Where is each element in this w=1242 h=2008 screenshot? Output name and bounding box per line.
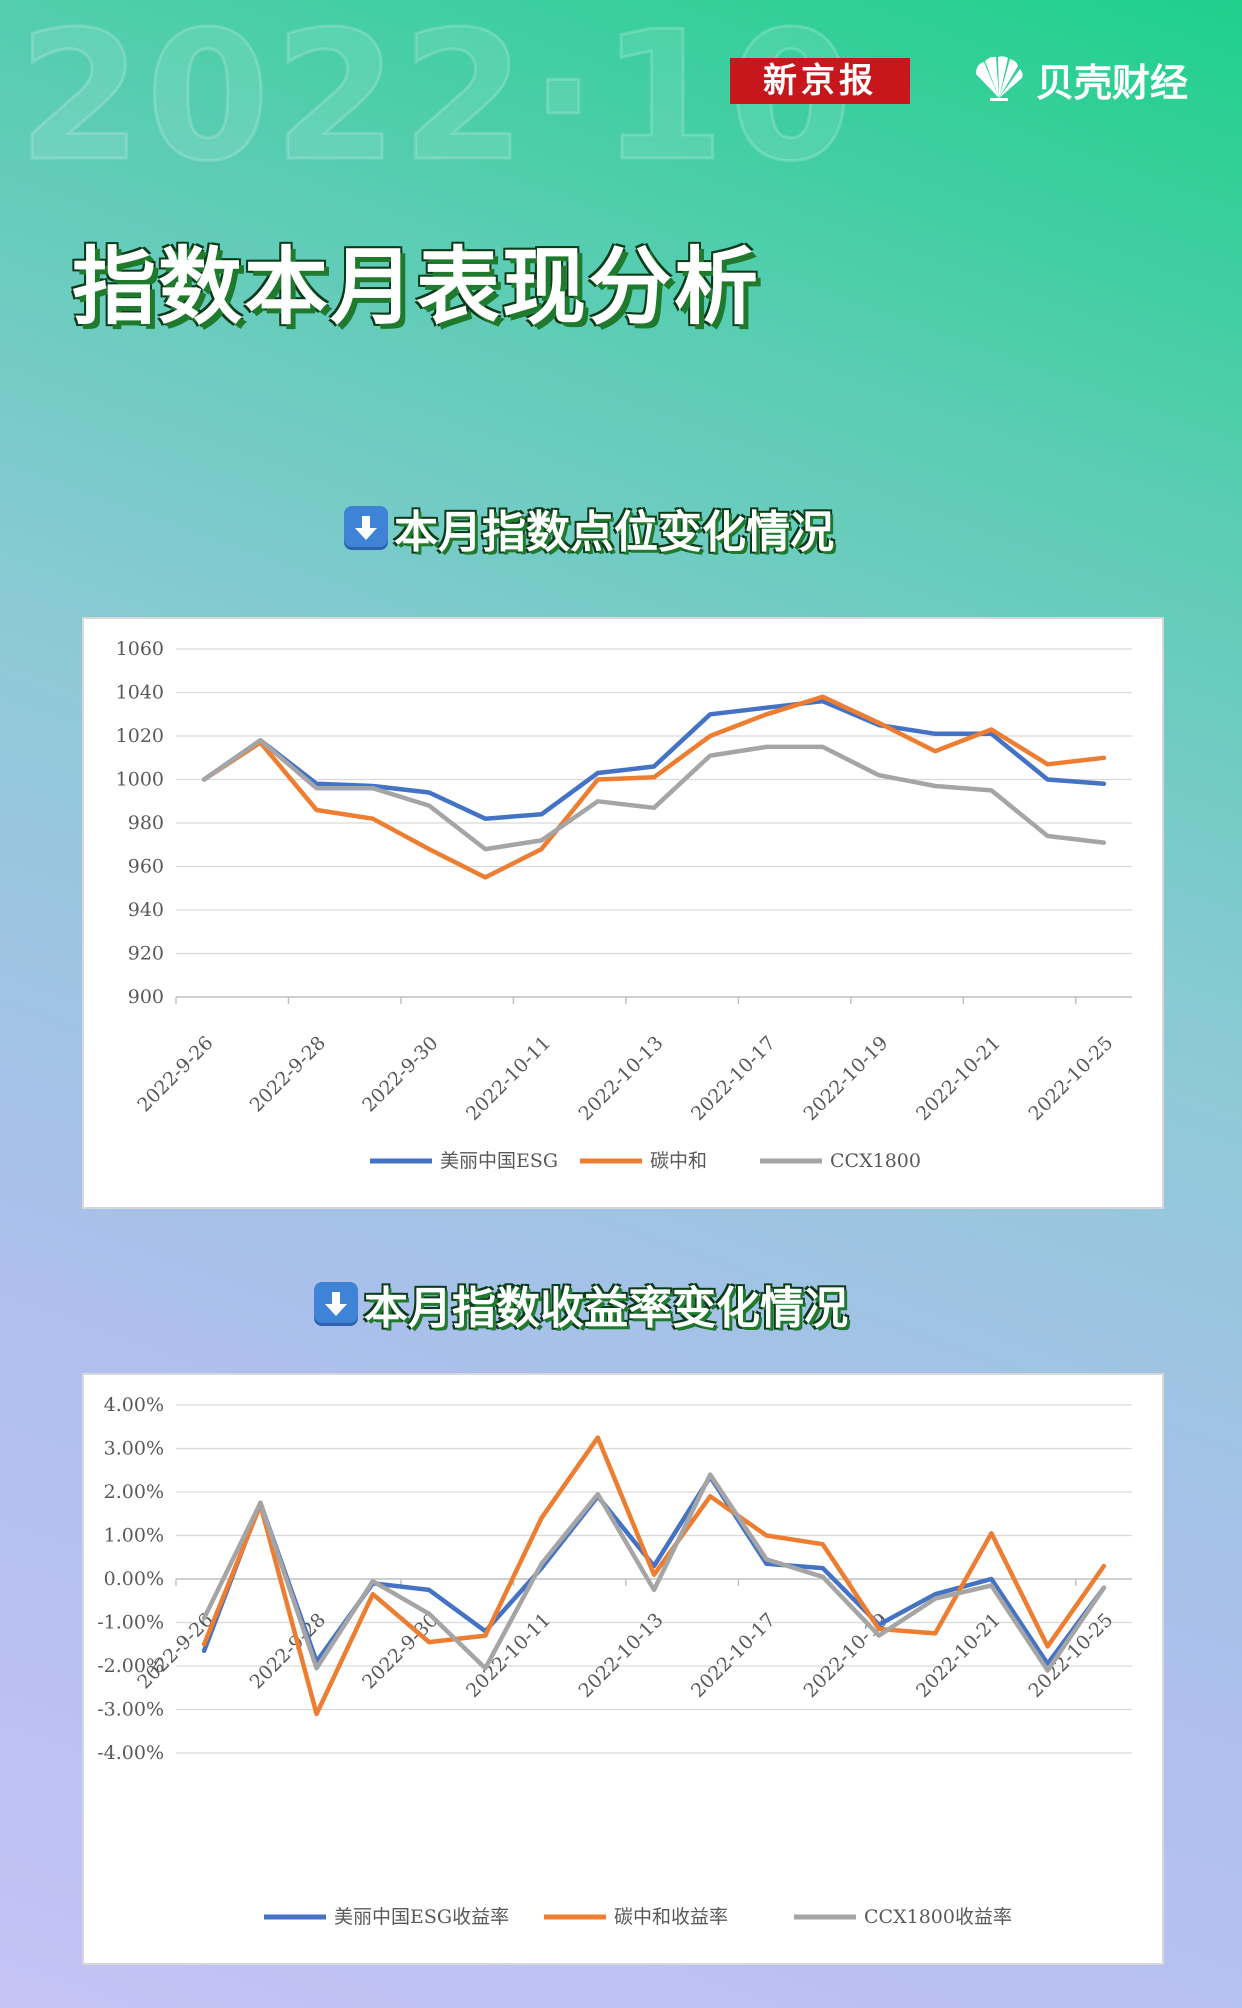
- x-tick-label: 2022-10-19: [799, 1032, 892, 1125]
- section-title-points-label: 本月指数点位变化情况: [394, 507, 834, 558]
- y-tick-label: 920: [128, 943, 164, 965]
- y-tick-label: 4.00%: [104, 1394, 164, 1416]
- x-tick-label: 2022-9-30: [358, 1609, 442, 1693]
- points-line-chart: 1060 1040 1020 1000 980 960 940 920 900 2022-9-26…: [116, 638, 1132, 1172]
- y-tick-label: -3.00%: [97, 1699, 164, 1721]
- xinjingbao-logo: 新京报: [730, 58, 910, 104]
- beike-label: 贝壳财经: [1036, 60, 1189, 105]
- legend-label-2: 碳中和收益率: [614, 1906, 728, 1928]
- y-tick-label: -1.00%: [97, 1612, 164, 1634]
- y-tick-label: 1.00%: [104, 1525, 164, 1547]
- legend-label-2: 碳中和: [650, 1150, 707, 1172]
- legend-label-1: 美丽中国ESG: [440, 1150, 558, 1172]
- y-tick-label: 1040: [116, 682, 164, 704]
- x-tick-label: 2022-9-26: [133, 1032, 217, 1116]
- series-line-2: [201, 694, 1107, 880]
- legend-label-1: 美丽中国ESG收益率: [334, 1906, 509, 1928]
- y-tick-label: 1060: [116, 638, 164, 660]
- shell-icon: [976, 56, 1023, 101]
- x-tick-label: 2022-10-13: [575, 1032, 668, 1125]
- y-tick-label: 980: [128, 812, 164, 834]
- x-tick-label: 2022-10-21: [912, 1032, 1005, 1125]
- down-arrow-icon: [344, 506, 388, 550]
- chart-card-points: 1060 1040 1020 1000 980 960 940 920 900 2022-9-26…: [82, 617, 1164, 1209]
- y-tick-label: 960: [128, 856, 164, 878]
- y-tick-label: 940: [128, 899, 164, 921]
- series-line-1: [201, 698, 1107, 821]
- y-tick-label: 2.00%: [104, 1481, 164, 1503]
- y-tick-label: 1000: [116, 769, 164, 791]
- x-tick-label: 2022-9-30: [358, 1032, 442, 1116]
- x-tick-label: 2022-10-25: [1024, 1032, 1117, 1125]
- y-tick-label: 0.00%: [104, 1568, 164, 1590]
- legend-label-3: CCX1800: [830, 1150, 921, 1172]
- section-title-returns: 本月指数收益率变化情况: [314, 1272, 848, 1336]
- beike-logo: 贝壳财经: [970, 50, 1188, 108]
- y-tick-label: 3.00%: [104, 1438, 164, 1460]
- legend-label-3: CCX1800收益率: [864, 1906, 1012, 1928]
- y-tick-label: -4.00%: [97, 1742, 164, 1764]
- series-line-3: [201, 738, 1107, 852]
- series-line-2: [201, 1435, 1107, 1717]
- section-title-points: 本月指数点位变化情况: [344, 496, 834, 560]
- series-line-3: [201, 1472, 1107, 1673]
- section-title-returns-label: 本月指数收益率变化情况: [364, 1283, 848, 1334]
- x-tick-label: 2022-10-17: [687, 1032, 780, 1125]
- down-arrow-icon: [314, 1282, 358, 1326]
- page-title: 指数本月表现分析: [72, 238, 761, 336]
- chart-card-returns: 4.00% 3.00% 2.00% 1.00% 0.00% -1.00% -2.00% -3.…: [82, 1373, 1164, 1965]
- background-watermark: 2022·10: [17, 0, 857, 200]
- y-tick-label: 900: [128, 986, 164, 1008]
- y-tick-label: -2.00%: [97, 1655, 164, 1677]
- x-tick-label: 2022-10-11: [462, 1032, 555, 1125]
- y-tick-label: 1020: [116, 725, 164, 747]
- x-tick-label: 2022-9-28: [246, 1032, 330, 1116]
- x-tick-label: 2022-9-28: [246, 1609, 330, 1693]
- returns-line-chart: 4.00% 3.00% 2.00% 1.00% 0.00% -1.00% -2.00% -3.…: [97, 1394, 1132, 1928]
